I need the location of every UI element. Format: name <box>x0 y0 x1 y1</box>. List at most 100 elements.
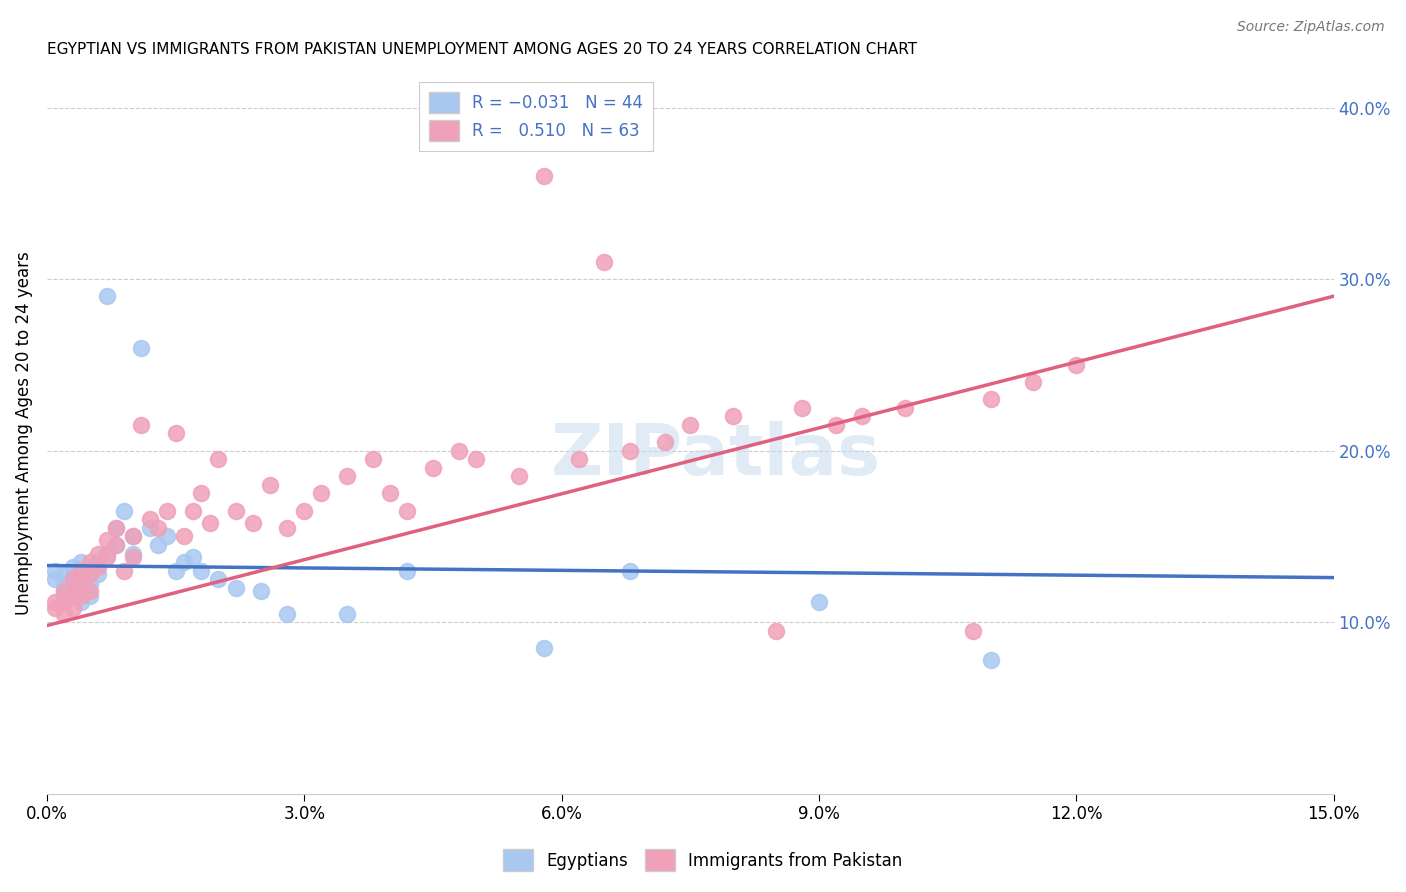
Point <box>53 584 76 599</box>
Point <box>79 584 101 599</box>
Point <box>181 503 204 517</box>
Point <box>70 584 93 599</box>
Point <box>79 564 101 578</box>
Point <box>62 560 84 574</box>
Point <box>62 590 84 604</box>
Point <box>1064 358 1087 372</box>
Point <box>422 460 444 475</box>
Point <box>378 486 401 500</box>
Text: ZIPatlas: ZIPatlas <box>551 420 882 490</box>
Point <box>156 503 179 517</box>
Point <box>121 547 143 561</box>
Point <box>250 584 273 599</box>
Point <box>336 607 359 621</box>
Point <box>44 572 66 586</box>
Point <box>190 564 212 578</box>
Point <box>104 538 127 552</box>
Point <box>139 512 162 526</box>
Point <box>70 564 93 578</box>
Point <box>148 538 170 552</box>
Point <box>121 529 143 543</box>
Point <box>70 590 93 604</box>
Point <box>198 516 221 530</box>
Point <box>112 503 135 517</box>
Legend: R = −0.031   N = 44, R =   0.510   N = 63: R = −0.031 N = 44, R = 0.510 N = 63 <box>419 81 652 151</box>
Point <box>129 417 152 432</box>
Point <box>207 572 229 586</box>
Point <box>96 549 118 564</box>
Point <box>190 486 212 500</box>
Y-axis label: Unemployment Among Ages 20 to 24 years: Unemployment Among Ages 20 to 24 years <box>15 252 32 615</box>
Point <box>104 521 127 535</box>
Point <box>62 601 84 615</box>
Point <box>508 469 530 483</box>
Point <box>173 555 195 569</box>
Point <box>207 452 229 467</box>
Text: Source: ZipAtlas.com: Source: ZipAtlas.com <box>1237 20 1385 34</box>
Point <box>807 594 830 608</box>
Point <box>276 521 298 535</box>
Point <box>336 469 359 483</box>
Point <box>62 572 84 586</box>
Point <box>121 549 143 564</box>
Point <box>96 289 118 303</box>
Point <box>53 594 76 608</box>
Point <box>533 169 555 183</box>
Point <box>44 601 66 615</box>
Point <box>276 607 298 621</box>
Point <box>62 567 84 582</box>
Point <box>225 503 247 517</box>
Point <box>533 640 555 655</box>
Point <box>165 564 187 578</box>
Point <box>79 555 101 569</box>
Point <box>568 452 591 467</box>
Point <box>979 653 1001 667</box>
Point <box>53 607 76 621</box>
Point <box>447 443 470 458</box>
Point <box>311 486 333 500</box>
Point <box>148 521 170 535</box>
Point <box>765 624 787 638</box>
Point <box>654 435 676 450</box>
Point <box>53 584 76 599</box>
Point <box>619 443 641 458</box>
Point <box>70 594 93 608</box>
Point <box>96 533 118 547</box>
Point <box>1022 375 1045 389</box>
Point <box>87 560 110 574</box>
Point <box>87 567 110 582</box>
Point <box>225 581 247 595</box>
Point <box>979 392 1001 406</box>
Point <box>825 417 848 432</box>
Point <box>79 577 101 591</box>
Point <box>242 516 264 530</box>
Point <box>129 341 152 355</box>
Point <box>121 529 143 543</box>
Point <box>962 624 984 638</box>
Point <box>361 452 384 467</box>
Point <box>893 401 915 415</box>
Point <box>62 581 84 595</box>
Point <box>53 590 76 604</box>
Point <box>79 590 101 604</box>
Point <box>851 409 873 424</box>
Point <box>62 590 84 604</box>
Point <box>44 594 66 608</box>
Point <box>396 564 419 578</box>
Point <box>112 564 135 578</box>
Point <box>87 555 110 569</box>
Point <box>619 564 641 578</box>
Point <box>53 577 76 591</box>
Point <box>139 521 162 535</box>
Point <box>593 255 616 269</box>
Point <box>464 452 486 467</box>
Point <box>790 401 813 415</box>
Point <box>292 503 315 517</box>
Text: EGYPTIAN VS IMMIGRANTS FROM PAKISTAN UNEMPLOYMENT AMONG AGES 20 TO 24 YEARS CORR: EGYPTIAN VS IMMIGRANTS FROM PAKISTAN UNE… <box>46 42 917 57</box>
Point <box>70 572 93 586</box>
Point <box>79 567 101 582</box>
Point <box>70 555 93 569</box>
Legend: Egyptians, Immigrants from Pakistan: Egyptians, Immigrants from Pakistan <box>495 841 911 880</box>
Point <box>53 567 76 582</box>
Point <box>156 529 179 543</box>
